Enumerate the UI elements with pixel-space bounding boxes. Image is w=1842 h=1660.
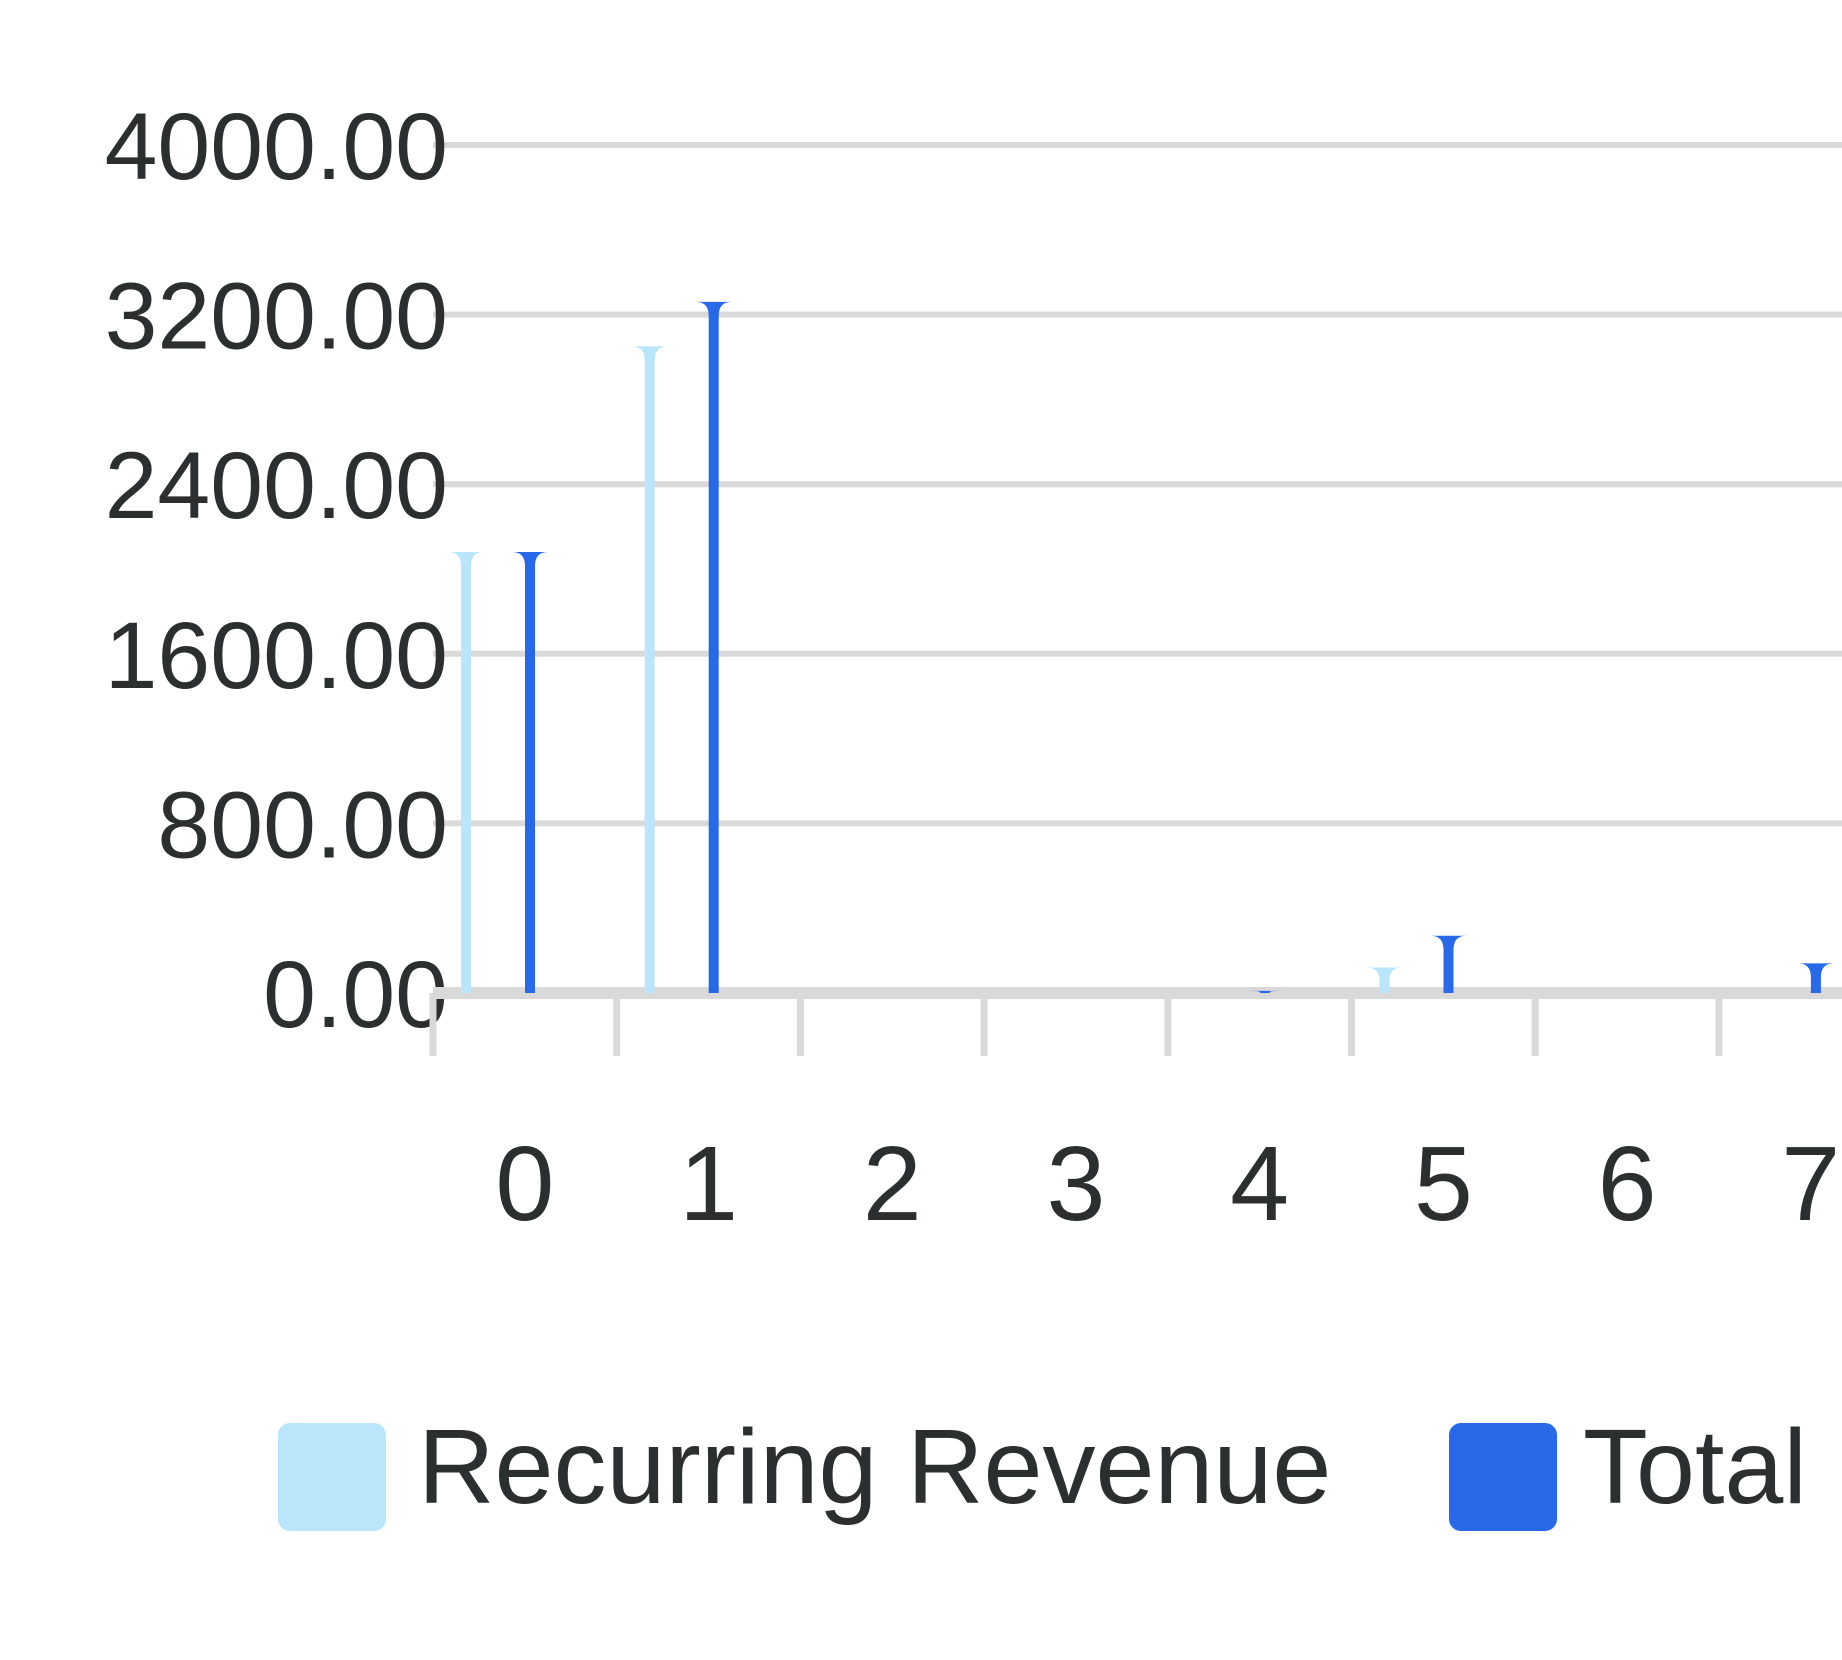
y-axis-tick-labels: 0.00 800.00 1600.00 2400.00 3200.00 4000.00 bbox=[105, 94, 448, 1048]
bar[interactable] bbox=[512, 552, 548, 993]
y-tick-label: 2400.00 bbox=[105, 433, 448, 539]
bar[interactable] bbox=[1430, 935, 1467, 993]
bars bbox=[448, 301, 1834, 993]
bar[interactable] bbox=[1797, 963, 1834, 993]
legend-swatch-total[interactable] bbox=[1449, 1423, 1557, 1531]
x-axis-tick-labels: 0 1 2 3 4 5 6 7 bbox=[495, 1125, 1840, 1243]
y-tick-label: 4000.00 bbox=[105, 94, 448, 200]
x-tick-label: 3 bbox=[1046, 1125, 1105, 1243]
bar[interactable] bbox=[1366, 967, 1403, 993]
x-tick-label: 7 bbox=[1781, 1125, 1840, 1243]
y-tick-label: 800.00 bbox=[157, 772, 448, 878]
y-tick-label: 0.00 bbox=[263, 942, 448, 1048]
x-tick-label: 1 bbox=[679, 1125, 738, 1243]
x-tick-label: 0 bbox=[495, 1125, 554, 1243]
bar[interactable] bbox=[448, 552, 484, 993]
legend-label-recurring-revenue[interactable]: Recurring Revenue bbox=[418, 1408, 1331, 1526]
bar[interactable] bbox=[631, 346, 668, 993]
x-tick-label: 2 bbox=[863, 1125, 922, 1243]
bar[interactable] bbox=[1246, 990, 1283, 993]
legend-label-total[interactable]: Total bbox=[1583, 1408, 1807, 1526]
legend-swatch-recurring-revenue[interactable] bbox=[278, 1423, 386, 1531]
x-tick-label: 6 bbox=[1598, 1125, 1657, 1243]
x-tick-label: 4 bbox=[1230, 1125, 1289, 1243]
bar[interactable] bbox=[695, 301, 732, 993]
legend: Recurring Revenue Total bbox=[278, 1408, 1807, 1531]
y-tick-label: 1600.00 bbox=[105, 603, 448, 709]
y-tick-label: 3200.00 bbox=[105, 264, 448, 370]
x-tick-label: 5 bbox=[1414, 1125, 1473, 1243]
x-axis bbox=[429, 987, 1842, 1056]
gridlines bbox=[433, 142, 1842, 827]
